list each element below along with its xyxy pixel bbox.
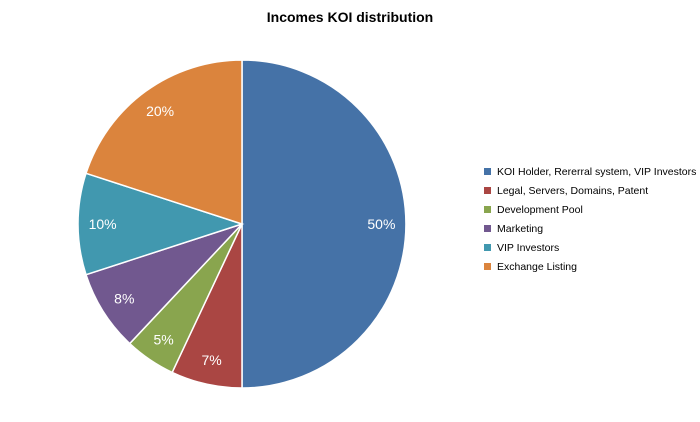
pie-slice-exchange-listing [85, 59, 243, 226]
pie-slice-vip-investors [77, 172, 245, 276]
chart-title: Incomes KOI distribution [267, 9, 433, 25]
slice-label-vip-investors: 10% [89, 216, 117, 232]
slice-label-development-pool: 5% [153, 331, 173, 347]
legend-swatch-exchange-listing [484, 263, 491, 270]
slice-label-koi-holder-rererral-system-vip-investors: 50% [367, 216, 395, 232]
legend-label-development-pool: Development Pool [497, 204, 583, 216]
legend-label-exchange-listing: Exchange Listing [497, 261, 577, 273]
legend-swatch-marketing [484, 225, 491, 232]
legend-label-legal-servers-domains-patent: Legal, Servers, Domains, Patent [497, 185, 648, 197]
slice-label-legal-servers-domains-patent: 7% [201, 352, 221, 368]
pie-slice-koi-holder-rererral-system-vip-investors [241, 59, 407, 389]
legend: KOI Holder, Rererral system, VIP Investo… [484, 166, 696, 273]
legend-label-koi-holder-rererral-system-vip-investors: KOI Holder, Rererral system, VIP Investo… [497, 166, 696, 178]
pie-slices [77, 59, 407, 389]
legend-label-marketing: Marketing [497, 223, 543, 235]
legend-swatch-legal-servers-domains-patent [484, 187, 491, 194]
slice-labels: 50% 7% 5% 8% 10% 20% [89, 103, 396, 368]
legend-swatch-vip-investors [484, 244, 491, 251]
legend-swatch-development-pool [484, 206, 491, 213]
slice-label-exchange-listing: 20% [146, 103, 174, 119]
slice-label-marketing: 8% [114, 291, 134, 307]
legend-label-vip-investors: VIP Investors [497, 242, 559, 254]
legend-swatch-koi-holder-rererral-system-vip-investors [484, 168, 491, 175]
